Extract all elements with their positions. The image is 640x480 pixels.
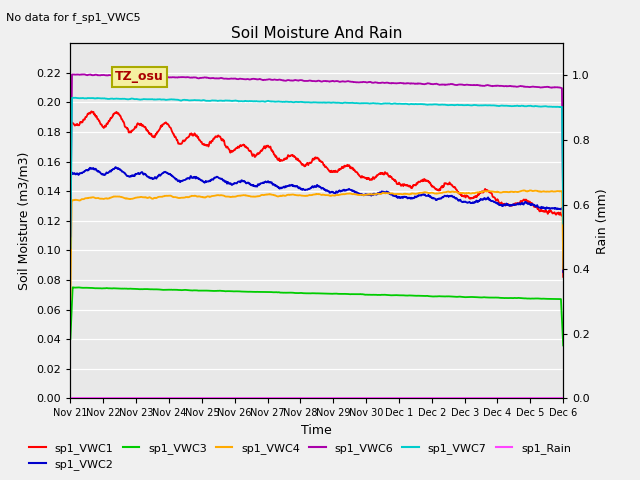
sp1_VWC4: [294, 192, 302, 198]
sp1_VWC4: [433, 191, 440, 196]
Line: sp1_VWC3: sp1_VWC3: [70, 288, 563, 346]
sp1_VWC2: [294, 185, 302, 191]
sp1_VWC7: [553, 104, 561, 110]
sp1_VWC4: [553, 188, 561, 194]
sp1_VWC1: [433, 187, 440, 192]
sp1_Rain: [559, 395, 567, 401]
sp1_VWC3: [294, 290, 302, 296]
sp1_VWC7: [67, 245, 74, 251]
sp1_VWC3: [69, 285, 77, 290]
Line: sp1_VWC6: sp1_VWC6: [70, 74, 563, 237]
sp1_VWC3: [559, 343, 567, 348]
sp1_VWC2: [559, 269, 567, 275]
sp1_Rain: [553, 395, 561, 401]
sp1_VWC3: [144, 286, 152, 292]
sp1_VWC6: [67, 234, 74, 240]
sp1_VWC2: [144, 174, 152, 180]
sp1_VWC6: [304, 78, 312, 84]
Line: sp1_VWC1: sp1_VWC1: [70, 111, 563, 277]
sp1_VWC7: [294, 99, 302, 105]
sp1_VWC6: [505, 84, 513, 89]
sp1_VWC2: [505, 203, 513, 208]
sp1_VWC7: [144, 96, 152, 102]
sp1_VWC1: [553, 210, 561, 216]
sp1_VWC3: [505, 295, 513, 301]
sp1_Rain: [433, 395, 440, 401]
sp1_Rain: [143, 395, 151, 401]
sp1_VWC6: [79, 72, 87, 77]
sp1_VWC2: [304, 187, 312, 192]
sp1_Rain: [294, 395, 302, 401]
sp1_VWC7: [69, 95, 77, 101]
sp1_VWC2: [67, 246, 74, 252]
sp1_Rain: [505, 395, 513, 401]
sp1_VWC7: [559, 221, 567, 227]
sp1_VWC6: [294, 78, 302, 84]
sp1_VWC4: [505, 189, 513, 195]
Text: TZ_osu: TZ_osu: [115, 71, 163, 84]
sp1_Rain: [303, 395, 311, 401]
sp1_Rain: [67, 395, 74, 401]
sp1_VWC4: [559, 266, 567, 272]
sp1_VWC2: [553, 206, 561, 212]
sp1_VWC3: [67, 336, 74, 342]
Line: sp1_VWC7: sp1_VWC7: [70, 98, 563, 248]
sp1_VWC6: [559, 210, 567, 216]
Line: sp1_VWC2: sp1_VWC2: [70, 167, 563, 272]
sp1_VWC4: [143, 195, 151, 201]
sp1_VWC1: [294, 156, 302, 162]
Legend: sp1_VWC1, sp1_VWC2, sp1_VWC3, sp1_VWC4, sp1_VWC6, sp1_VWC7, sp1_Rain: sp1_VWC1, sp1_VWC2, sp1_VWC3, sp1_VWC4, …: [25, 438, 575, 474]
Y-axis label: Soil Moisture (m3/m3): Soil Moisture (m3/m3): [18, 152, 31, 290]
sp1_VWC3: [433, 294, 440, 300]
sp1_VWC4: [67, 297, 74, 302]
sp1_VWC1: [559, 274, 567, 280]
sp1_VWC1: [88, 108, 95, 114]
sp1_VWC3: [304, 290, 312, 296]
sp1_VWC7: [304, 99, 312, 105]
sp1_VWC3: [553, 296, 561, 302]
X-axis label: Time: Time: [301, 424, 332, 437]
sp1_VWC2: [112, 164, 120, 170]
sp1_VWC4: [303, 193, 311, 199]
sp1_VWC1: [67, 212, 74, 217]
sp1_VWC6: [144, 73, 152, 79]
sp1_VWC2: [433, 197, 440, 203]
sp1_VWC4: [520, 188, 527, 193]
sp1_VWC1: [304, 161, 312, 167]
Text: No data for f_sp1_VWC5: No data for f_sp1_VWC5: [6, 12, 141, 23]
Title: Soil Moisture And Rain: Soil Moisture And Rain: [231, 25, 403, 41]
Line: sp1_VWC4: sp1_VWC4: [70, 191, 563, 300]
sp1_VWC1: [505, 203, 513, 208]
sp1_VWC7: [505, 103, 513, 109]
sp1_VWC6: [553, 84, 561, 90]
sp1_VWC1: [144, 128, 152, 134]
sp1_VWC6: [433, 81, 440, 86]
Y-axis label: Rain (mm): Rain (mm): [596, 188, 609, 253]
sp1_VWC7: [433, 102, 440, 108]
